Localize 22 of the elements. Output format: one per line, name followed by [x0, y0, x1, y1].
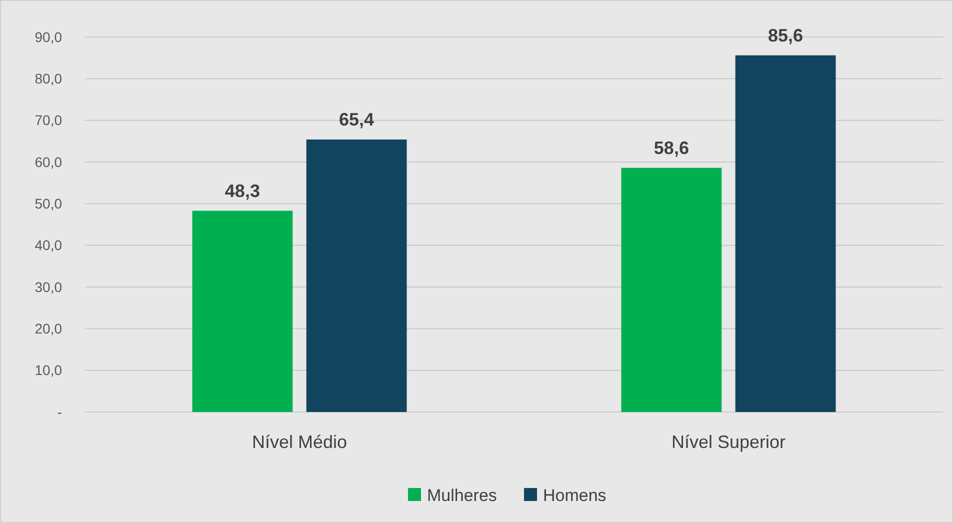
y-tick-label: 90,0 [34, 28, 62, 45]
data-label: 48,3 [224, 180, 260, 201]
y-tick-label: 60,0 [34, 154, 62, 170]
data-label: 85,6 [768, 25, 804, 46]
legend-label: Mulheres [427, 486, 497, 505]
legend-label: Homens [543, 486, 606, 505]
data-label: 58,6 [654, 138, 689, 158]
y-tick-label: 20,0 [34, 320, 62, 337]
bar [735, 55, 836, 412]
y-tick-label: 50,0 [34, 196, 62, 212]
bar [192, 210, 293, 412]
y-tick-label: 10,0 [34, 362, 62, 378]
y-tick-label: 30,0 [34, 278, 62, 295]
y-tick-label: 80,0 [34, 70, 62, 87]
bar [621, 168, 722, 412]
data-label: 65,4 [339, 110, 374, 130]
y-tick-label: 70,0 [34, 112, 62, 128]
bar [306, 140, 407, 412]
y-tick-label: 40,0 [34, 237, 62, 254]
y-tick-label: - [57, 404, 62, 420]
x-tick-label: Nível Superior [671, 432, 786, 452]
x-tick-label: Nível Médio [252, 432, 348, 452]
